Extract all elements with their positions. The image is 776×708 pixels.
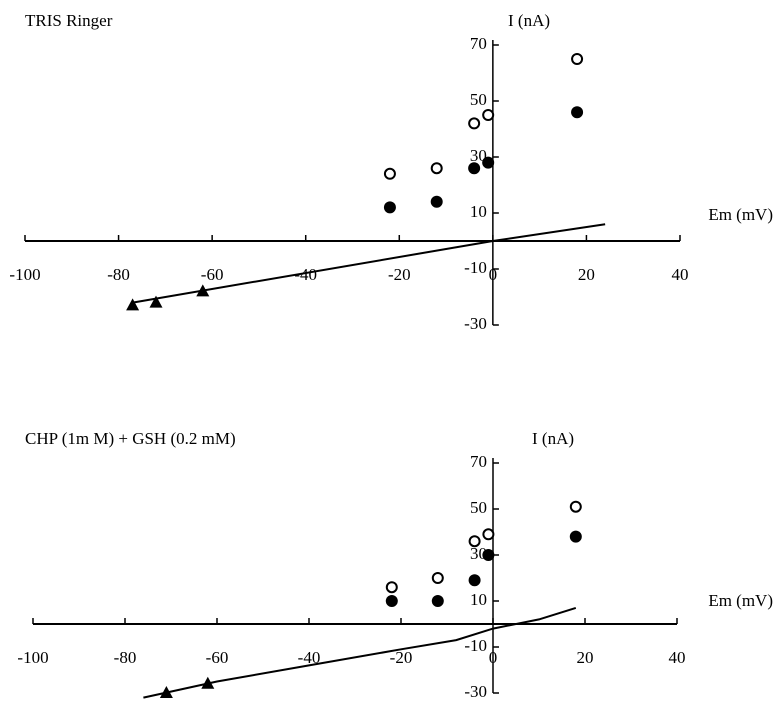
x-tick-label: -60 bbox=[206, 648, 229, 667]
x-tick-label: 20 bbox=[578, 265, 595, 284]
open-point bbox=[385, 581, 398, 594]
filled-point bbox=[482, 156, 495, 169]
y-tick-label: -10 bbox=[464, 258, 487, 277]
filled-point bbox=[569, 530, 582, 543]
filled-point bbox=[468, 574, 481, 587]
x-tick-label: 0 bbox=[489, 265, 498, 284]
x-tick-label: 40 bbox=[672, 265, 689, 284]
filled-point bbox=[468, 162, 481, 175]
filled-point bbox=[482, 549, 495, 561]
y-tick-label: 10 bbox=[470, 590, 487, 609]
filled-point bbox=[430, 195, 443, 208]
x-tick-label: -40 bbox=[294, 265, 317, 284]
open-point bbox=[468, 535, 481, 548]
open-point bbox=[482, 109, 495, 121]
x-tick-label: -20 bbox=[388, 265, 411, 284]
open-point bbox=[571, 53, 584, 65]
y-tick-label: 30 bbox=[470, 544, 487, 563]
y-axis-label: I (nA) bbox=[532, 429, 574, 448]
x-tick-label: 20 bbox=[577, 648, 594, 667]
open-point bbox=[430, 162, 443, 175]
y-tick-label: 50 bbox=[470, 90, 487, 109]
x-tick-label: -20 bbox=[390, 648, 413, 667]
open-point bbox=[431, 572, 444, 584]
open-point bbox=[468, 117, 481, 130]
x-axis-label: Em (mV) bbox=[708, 205, 773, 224]
triangle-point bbox=[149, 295, 163, 308]
y-tick-label: 30 bbox=[470, 146, 487, 165]
x-tick-label: -80 bbox=[107, 265, 130, 284]
y-tick-label: 70 bbox=[470, 452, 487, 471]
y-tick-label: 70 bbox=[470, 34, 487, 53]
filled-point bbox=[431, 595, 444, 607]
x-tick-label: -40 bbox=[298, 648, 321, 667]
filled-point bbox=[385, 595, 398, 607]
y-tick-label: -10 bbox=[464, 636, 487, 655]
x-tick-label: 0 bbox=[489, 648, 498, 667]
filled-point bbox=[383, 201, 396, 214]
x-axis-label: Em (mV) bbox=[708, 591, 773, 610]
x-tick-label: 40 bbox=[669, 648, 686, 667]
chart-title: TRIS Ringer bbox=[25, 11, 113, 30]
open-point bbox=[569, 500, 582, 513]
open-point bbox=[383, 167, 396, 180]
filled-point bbox=[571, 106, 584, 119]
open-point bbox=[482, 528, 495, 541]
x-tick-label: -80 bbox=[114, 648, 137, 667]
fit-line bbox=[132, 223, 606, 304]
triangle-point bbox=[126, 298, 140, 311]
y-tick-label: -30 bbox=[464, 682, 487, 701]
x-tick-label: -60 bbox=[201, 265, 224, 284]
y-tick-label: 50 bbox=[470, 498, 487, 517]
fit-line bbox=[143, 606, 577, 699]
y-tick-label: -30 bbox=[464, 314, 487, 333]
y-axis-label: I (nA) bbox=[508, 11, 550, 30]
chart-title: CHP (1m M) + GSH (0.2 mM) bbox=[25, 429, 236, 448]
y-tick-label: 10 bbox=[470, 202, 487, 221]
x-tick-label: -100 bbox=[9, 265, 40, 284]
x-tick-label: -100 bbox=[17, 648, 48, 667]
